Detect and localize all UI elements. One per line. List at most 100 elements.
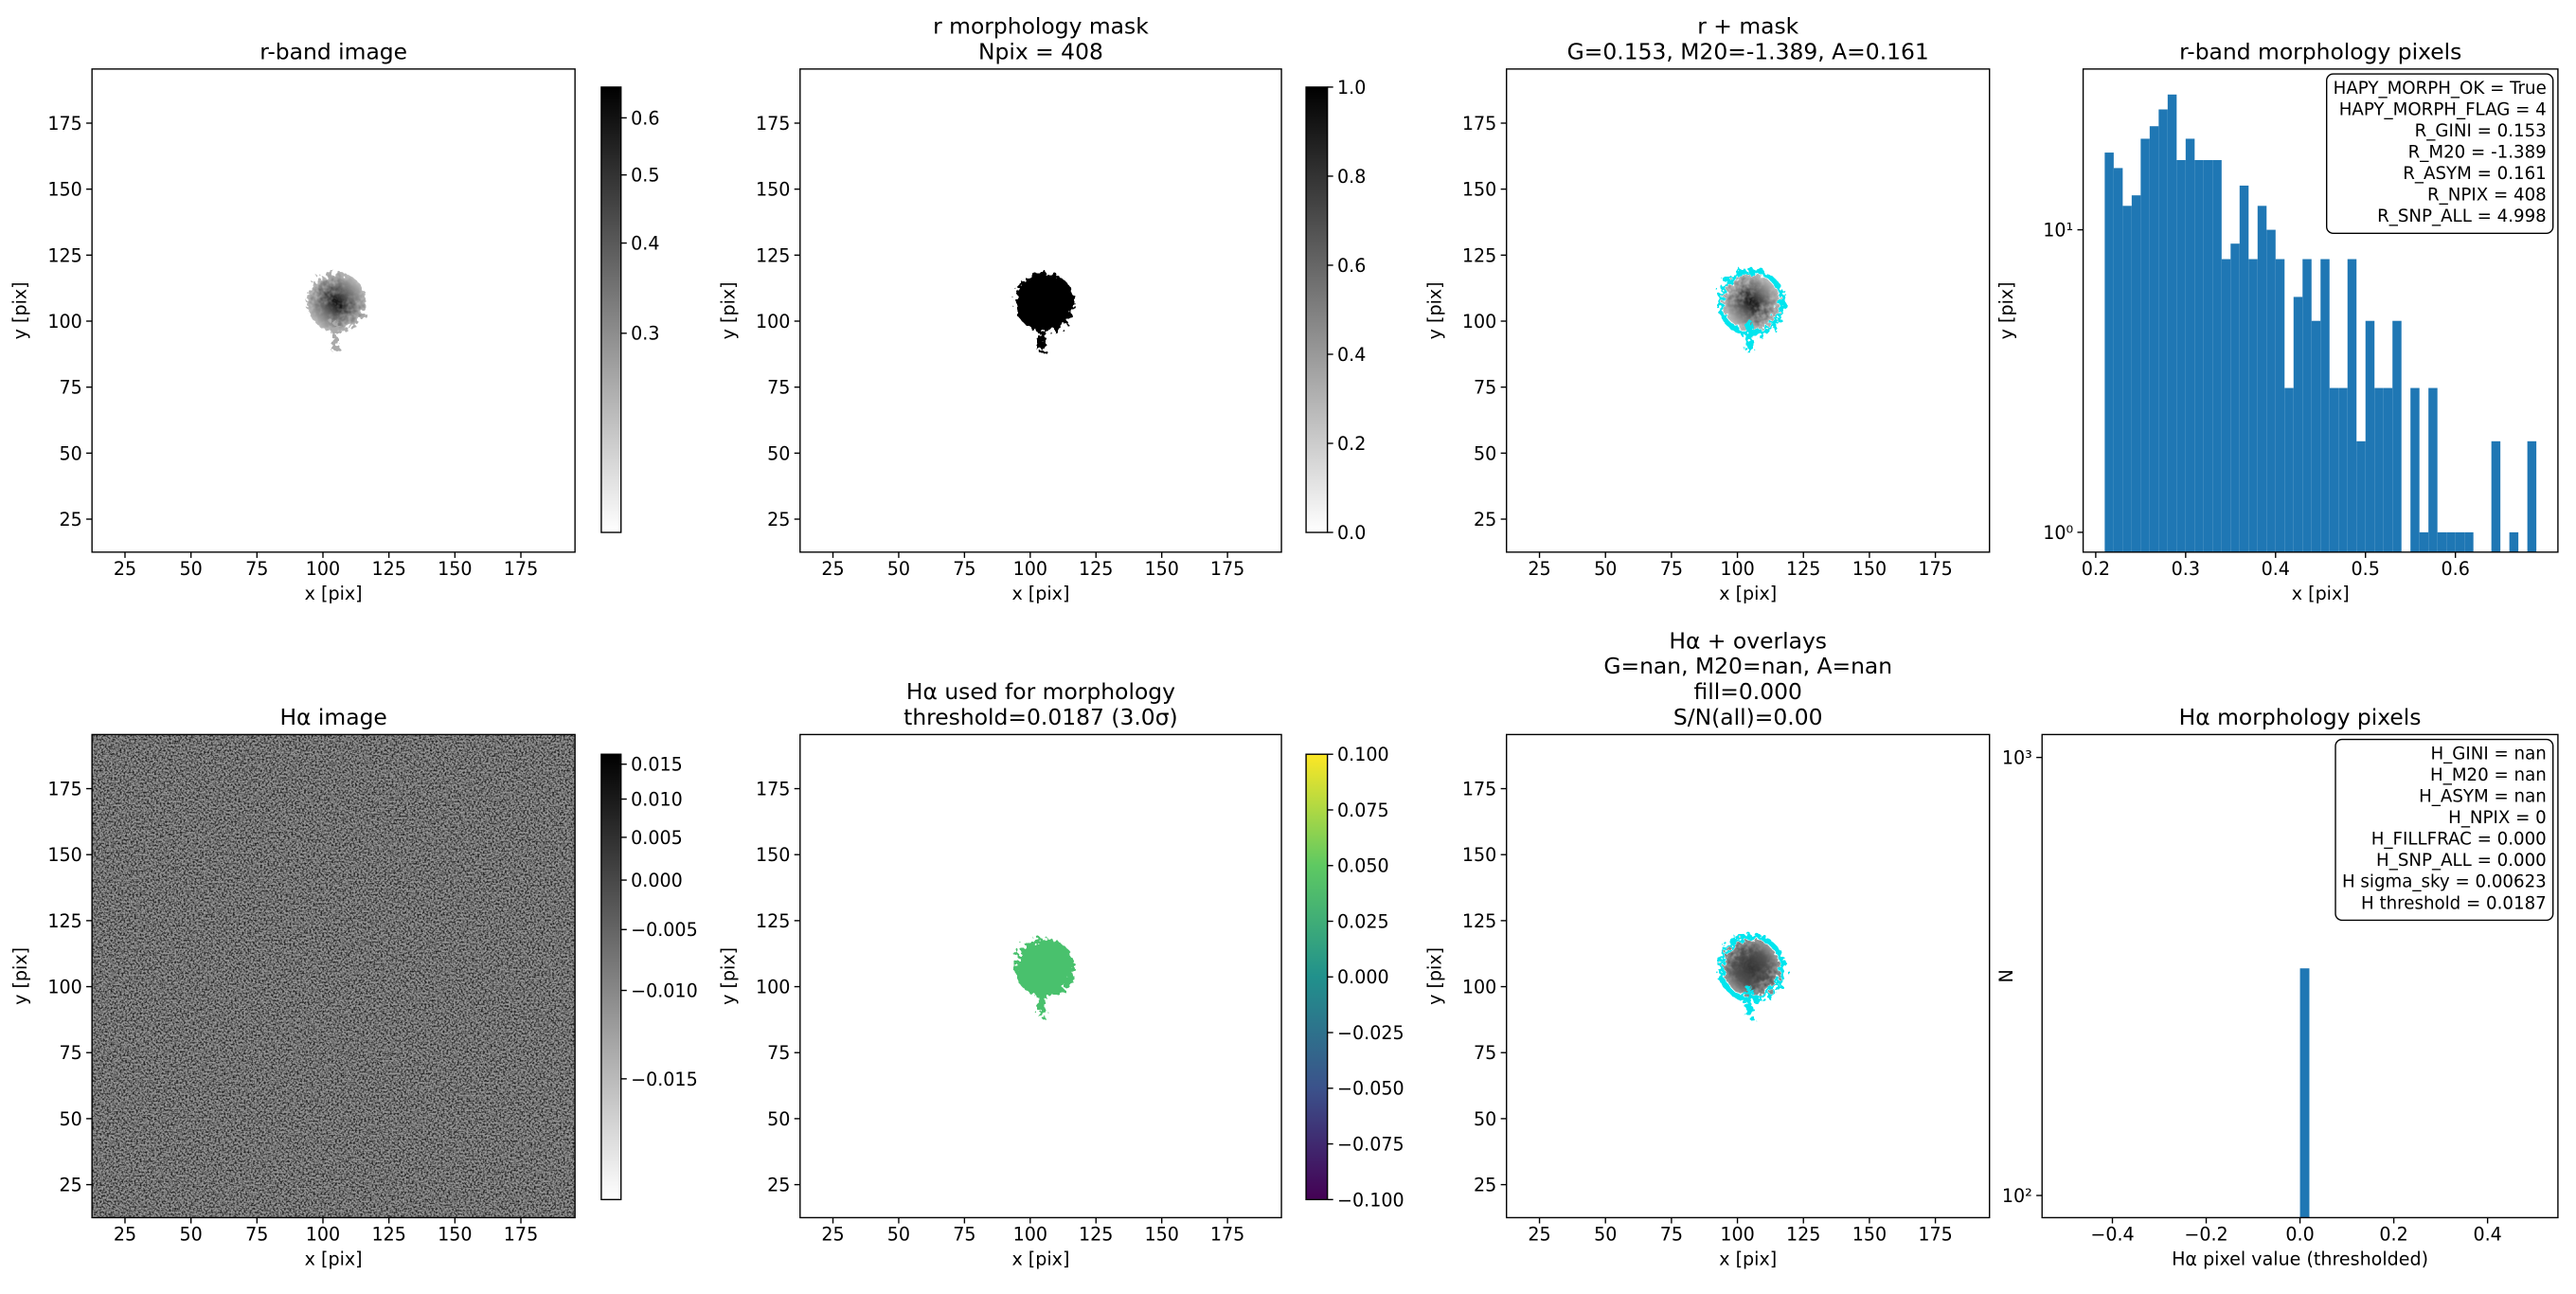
y-tick-label: 25: [59, 1176, 81, 1196]
bar: [2419, 531, 2429, 552]
y-tick-label: 150: [47, 845, 81, 866]
x-tick-label: 75: [1660, 559, 1683, 580]
bar: [2167, 94, 2177, 552]
colorbar-tick-label: 0.3: [631, 324, 659, 345]
bar: [2230, 243, 2240, 552]
panel-title: Hα + overlays: [1669, 627, 1827, 654]
colorbar-tick-label: −0.075: [1337, 1135, 1404, 1156]
x-tick-label: 0.4: [2262, 559, 2290, 580]
annotation-line: H_ASYM = nan: [2419, 787, 2547, 807]
x-tick-label: −0.2: [2184, 1225, 2227, 1246]
colorbar-tick-label: 0.0: [1337, 523, 1366, 544]
bar: [2266, 229, 2276, 552]
x-tick-label: 100: [306, 1225, 340, 1246]
x-axis-label: x [pix]: [1719, 1249, 1777, 1270]
x-tick-label: 175: [504, 559, 538, 580]
x-tick-label: 125: [371, 559, 405, 580]
y-tick-label: 100: [1462, 312, 1496, 332]
colorbar-tick-label: 0.000: [631, 871, 683, 891]
panel-title: Hα morphology pixels: [2179, 704, 2422, 730]
overlay-blob: [1717, 268, 1785, 352]
halpha-overlay-blob: [1717, 934, 1785, 1017]
panel-title: G=0.153, M20=-1.389, A=0.161: [1567, 38, 1929, 64]
y-tick-label: 10⁰: [2043, 523, 2073, 544]
y-axis-label: y [pix]: [1996, 281, 2017, 339]
bar: [2464, 531, 2474, 552]
x-tick-label: 0.4: [2473, 1225, 2501, 1246]
y-tick-label: 75: [59, 378, 81, 399]
y-tick-label: 175: [756, 779, 790, 800]
x-tick-label: −0.4: [2090, 1225, 2134, 1246]
y-tick-label: 150: [756, 180, 790, 201]
x-tick-label: 50: [180, 1225, 203, 1246]
y-axis-label: y [pix]: [1424, 281, 1445, 339]
bar: [2299, 968, 2310, 1218]
annotation-line: H_FILLFRAC = 0.000: [2371, 830, 2547, 850]
x-axis-label: x [pix]: [1011, 1249, 1069, 1270]
x-tick-label: 0.6: [2442, 559, 2470, 580]
y-tick-label: 125: [1462, 245, 1496, 266]
bar: [2194, 159, 2204, 552]
bar: [2176, 159, 2186, 552]
bar: [2185, 138, 2195, 552]
bar: [2140, 138, 2150, 552]
mask-blob: [1015, 272, 1075, 352]
y-tick-label: 125: [756, 911, 790, 932]
colorbar-tick-label: 0.010: [631, 789, 683, 810]
bar: [2392, 320, 2402, 552]
x-axis-label: x [pix]: [1719, 584, 1777, 604]
halpha-blob: [1015, 938, 1075, 1017]
annotation-line: HAPY_MORPH_FLAG = 4: [2339, 99, 2547, 119]
bar: [2491, 440, 2501, 552]
y-tick-label: 75: [1474, 1043, 1496, 1064]
y-tick-label: 50: [1474, 1109, 1496, 1130]
y-tick-label: 50: [767, 1109, 790, 1130]
x-tick-label: 0.3: [2172, 559, 2200, 580]
bar: [2428, 387, 2438, 552]
x-tick-label: 75: [245, 1225, 268, 1246]
galaxy-blob: [307, 272, 367, 352]
x-tick-label: 0.2: [2379, 1225, 2407, 1246]
axes-frame: [799, 68, 1282, 553]
y-tick-label: 75: [59, 1043, 81, 1064]
panel-title: r + mask: [1697, 13, 1798, 40]
x-tick-label: 50: [887, 1225, 910, 1246]
axes-frame: [91, 68, 576, 553]
y-tick-label: 50: [59, 443, 81, 464]
x-tick-label: 75: [245, 559, 268, 580]
x-axis-label: x [pix]: [1011, 584, 1069, 604]
colorbar-tick-label: 0.5: [631, 166, 659, 187]
y-tick-label: 100: [1462, 977, 1496, 997]
x-tick-label: 100: [1720, 559, 1754, 580]
bar: [2320, 259, 2330, 552]
y-tick-label: 175: [1462, 114, 1496, 135]
x-axis-label: x [pix]: [2292, 584, 2350, 604]
annotation-line: H_M20 = nan: [2430, 765, 2547, 785]
x-tick-label: 25: [1528, 1225, 1550, 1246]
bar: [2410, 387, 2420, 552]
annotation-line: R_SNP_ALL = 4.998: [2377, 207, 2547, 226]
image-layer: [92, 268, 1785, 1218]
axes-frame: [91, 733, 576, 1219]
colorbar-tick-label: 0.6: [631, 108, 659, 129]
y-tick-label: 150: [756, 845, 790, 866]
y-tick-label: 100: [756, 312, 790, 332]
x-tick-label: 75: [953, 559, 975, 580]
y-axis-label: y [pix]: [718, 947, 739, 1005]
colorbar: [600, 753, 622, 1201]
annotation-line: H_SNP_ALL = 0.000: [2376, 851, 2547, 871]
y-tick-label: 50: [1474, 443, 1496, 464]
bar: [2356, 440, 2366, 552]
panel-title: fill=0.000: [1694, 678, 1802, 705]
colorbar-tick-label: 0.025: [1337, 911, 1389, 932]
y-tick-label: 100: [47, 312, 81, 332]
bar: [2329, 387, 2339, 552]
y-tick-label: 25: [767, 1176, 790, 1196]
x-axis-label: Hα pixel value (thresholded): [2172, 1249, 2428, 1270]
colorbar: [1305, 753, 1329, 1201]
y-axis-label: y [pix]: [10, 947, 31, 1005]
bar: [2509, 531, 2519, 552]
y-tick-label: 150: [1462, 845, 1496, 866]
x-tick-label: 25: [114, 1225, 136, 1246]
